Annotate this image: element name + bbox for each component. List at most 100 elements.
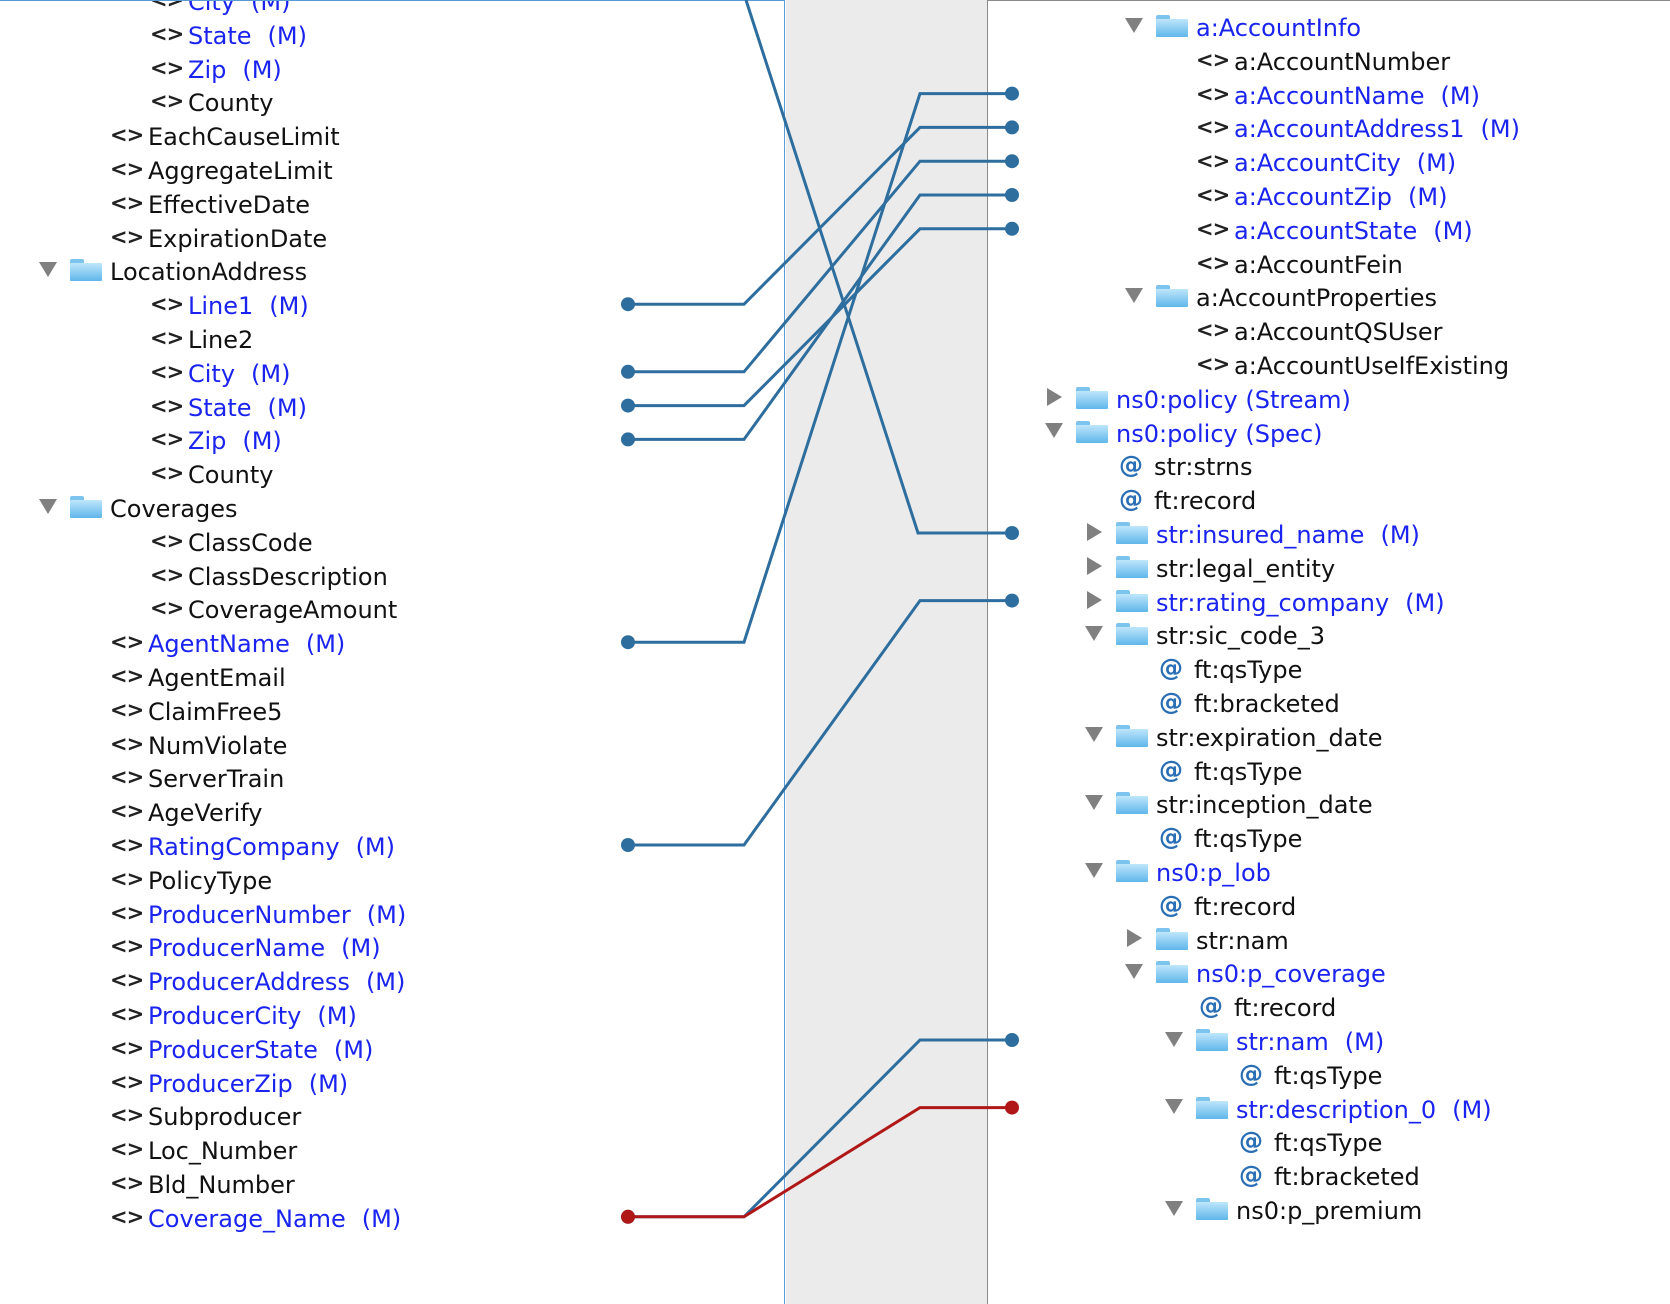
element-icon: <>	[150, 89, 184, 114]
collapse-toggle-icon[interactable]	[1163, 1192, 1185, 1228]
node-label: ft:qsType	[1274, 1129, 1383, 1158]
node-label: ns0:p_lob	[1156, 859, 1271, 887]
source-connector-dot[interactable]	[621, 432, 635, 447]
target-connector-dot[interactable]	[1005, 154, 1019, 169]
mapping-wire[interactable]	[628, 92, 1012, 644]
element-icon: <>	[110, 934, 144, 959]
mapping-wire[interactable]	[628, 227, 1012, 408]
node-label: ft:bracketed	[1274, 1163, 1420, 1192]
node-label: a:AccountFein	[1234, 250, 1403, 279]
element-icon: <>	[110, 1103, 144, 1128]
target-connector-dot[interactable]	[1005, 120, 1019, 135]
mapping-gutter	[786, 0, 1670, 1304]
node-label: str:nam	[1196, 926, 1289, 955]
mandatory-marker: (M)	[269, 292, 309, 321]
element-icon: <>	[150, 562, 184, 587]
collapse-toggle-icon[interactable]	[1123, 9, 1145, 45]
element-icon: <>	[150, 393, 184, 418]
mapping-wire[interactable]	[628, 159, 1012, 374]
node-label: str:inception_date	[1156, 791, 1373, 820]
collapse-toggle-icon[interactable]	[1083, 617, 1105, 653]
collapse-toggle-icon[interactable]	[1083, 854, 1105, 890]
node-label: ProducerName	[148, 934, 326, 963]
expand-toggle-icon[interactable]	[1123, 922, 1145, 958]
expand-toggle-icon[interactable]	[1083, 584, 1105, 620]
mapping-wire[interactable]	[628, 193, 1012, 441]
folder-icon	[1156, 961, 1188, 984]
source-connector-dot[interactable]	[621, 364, 635, 379]
element-icon: <>	[110, 833, 144, 857]
element-icon: <>	[110, 664, 144, 688]
mandatory-marker: (M)	[341, 934, 381, 963]
node-label: a:AccountZip	[1234, 183, 1393, 211]
node-label: ns0:p_coverage	[1196, 960, 1386, 989]
element-icon: <>	[150, 359, 184, 384]
element-icon: <>	[1196, 149, 1230, 174]
collapse-toggle-icon[interactable]	[1163, 1023, 1185, 1059]
expand-toggle-icon[interactable]	[1043, 381, 1065, 417]
node-label: ft:qsType	[1194, 757, 1303, 786]
source-connector-dot[interactable]	[621, 398, 635, 413]
element-icon: <>	[110, 968, 144, 993]
node-label: ft:qsType	[1274, 1061, 1383, 1090]
node-label: str:rating_company	[1156, 588, 1390, 617]
mapping-wire[interactable]	[744, 0, 1012, 535]
node-label: Line2	[188, 326, 254, 354]
node-label: ClaimFree5	[148, 697, 283, 726]
mapping-wire[interactable]	[628, 599, 1012, 847]
target-connector-dot[interactable]	[1005, 593, 1019, 608]
node-label: a:AccountInfo	[1196, 14, 1362, 42]
source-connector-dot[interactable]	[621, 838, 635, 852]
element-icon: <>	[110, 157, 144, 181]
collapse-toggle-icon[interactable]	[1083, 786, 1105, 822]
target-connector-dot[interactable]	[1005, 1100, 1019, 1115]
collapse-toggle-icon[interactable]	[1123, 279, 1145, 315]
source-connector-dot[interactable]	[621, 635, 635, 650]
mapping-wire[interactable]	[628, 1106, 1012, 1219]
mandatory-marker: (M)	[305, 630, 346, 659]
mandatory-marker: (M)	[1405, 588, 1445, 617]
node-label: a:AccountNumber	[1234, 47, 1451, 76]
target-connector-dot[interactable]	[1005, 86, 1019, 101]
node-label: ProducerZip	[148, 1069, 293, 1098]
element-icon: <>	[110, 799, 144, 824]
target-connector-dot[interactable]	[1005, 221, 1019, 236]
target-connector-dot[interactable]	[1005, 1033, 1019, 1047]
mandatory-marker: (M)	[317, 1002, 357, 1030]
element-icon: <>	[110, 1137, 144, 1162]
element-icon: <>	[110, 1069, 144, 1094]
collapse-toggle-icon[interactable]	[1083, 719, 1105, 755]
target-schema-tree[interactable]: a:AccountInfo <> a:AccountNumber <> a:Accoun…	[987, 0, 1670, 1304]
source-connector-dot[interactable]	[621, 1209, 635, 1224]
collapse-toggle-icon[interactable]	[37, 490, 59, 526]
mapping-wire[interactable]	[628, 125, 1012, 306]
target-connector-dot[interactable]	[1005, 188, 1019, 202]
node-label: City	[188, 359, 236, 388]
node-label: a:AccountProperties	[1196, 284, 1437, 313]
element-icon: <>	[110, 630, 144, 655]
node-label: Loc_Number	[148, 1137, 298, 1166]
folder-icon	[1196, 1029, 1228, 1051]
node-label: str:nam	[1236, 1028, 1329, 1056]
node-label: RatingCompany	[148, 833, 340, 861]
expand-toggle-icon[interactable]	[1083, 516, 1105, 552]
node-label: Zip	[188, 55, 227, 84]
mapping-wire[interactable]	[628, 1038, 1012, 1219]
source-connector-dot[interactable]	[621, 297, 635, 312]
expand-toggle-icon[interactable]	[1083, 550, 1105, 586]
collapse-toggle-icon[interactable]	[1123, 955, 1145, 991]
folder-icon	[1196, 1096, 1228, 1119]
mandatory-marker: (M)	[1480, 115, 1520, 144]
element-icon: <>	[150, 528, 184, 553]
node-label: a:AccountQSUser	[1234, 318, 1443, 347]
element-icon: <>	[150, 461, 184, 486]
target-connector-dot[interactable]	[1005, 526, 1019, 540]
collapse-toggle-icon[interactable]	[1163, 1091, 1185, 1127]
node-label: ft:record	[1154, 487, 1257, 516]
collapse-toggle-icon[interactable]	[37, 253, 59, 289]
collapse-toggle-icon[interactable]	[1043, 415, 1065, 451]
folder-icon	[70, 259, 102, 282]
source-schema-tree[interactable]: <> City (M) <> State (M) <> Zip (M) <> County <> Eac…	[0, 0, 785, 1304]
node-label: Zip	[188, 427, 227, 456]
